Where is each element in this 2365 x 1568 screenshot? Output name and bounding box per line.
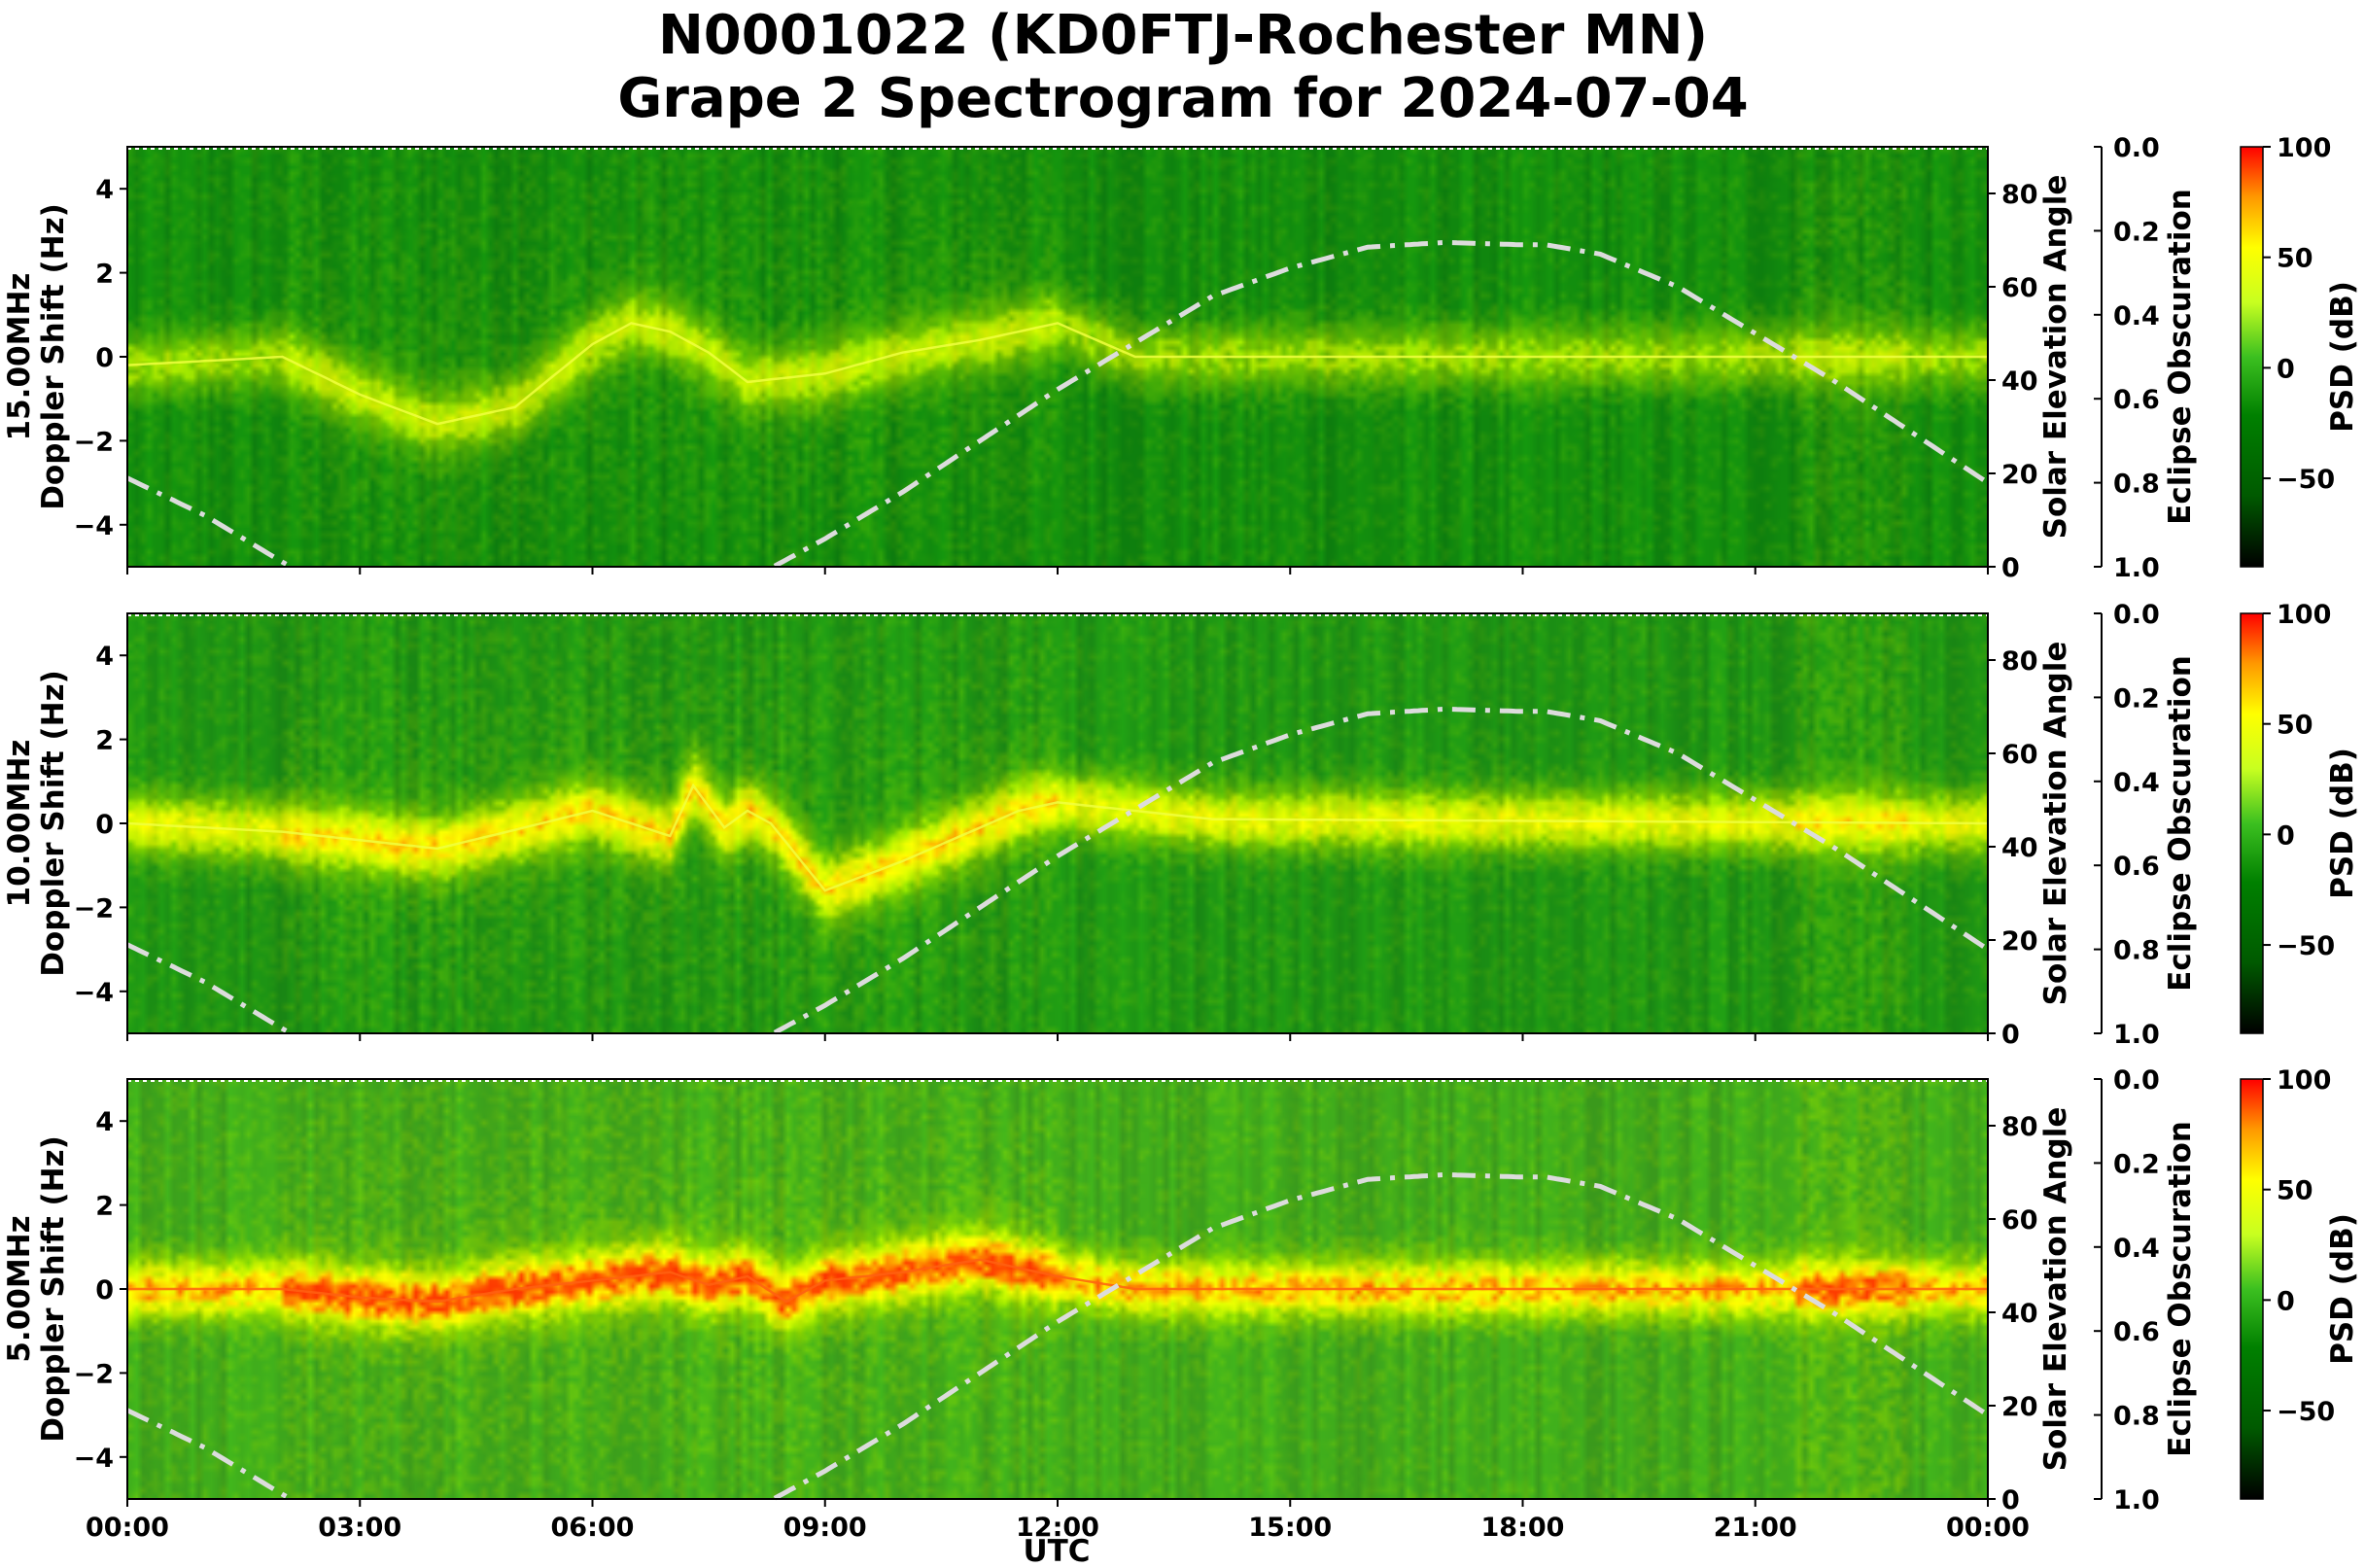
eclipse-tick-label: 0.0: [2113, 133, 2160, 163]
y-axis-label-freq-1: 10.00MHz: [2, 740, 37, 908]
eclipse-tick-label: 0.4: [2113, 301, 2160, 331]
solar-axis-label-0: Solar Elevation Angle: [2038, 175, 2073, 540]
signal-trace-1: [126, 783, 1988, 892]
solar-tick-label: 60: [2001, 740, 2038, 770]
colorbar-tick-label: 0: [2277, 1286, 2295, 1316]
colorbar-tick-label: 50: [2277, 1176, 2313, 1206]
colorbar-1: [2240, 612, 2264, 1034]
eclipse-tick-label: 0.6: [2113, 1317, 2160, 1347]
y-tick-label: −2: [74, 427, 114, 457]
x-axis-label: UTC: [1023, 1534, 1090, 1568]
signal-trace-2: [127, 1258, 1988, 1304]
solar-tick-label: 0: [2001, 553, 2020, 583]
x-tick-label: 21:00: [1714, 1513, 1797, 1543]
x-tick-label: 00:00: [1946, 1513, 2030, 1543]
y-tick-label: −4: [74, 978, 114, 1008]
colorbar-tick-label: 100: [2277, 1065, 2331, 1096]
colorbar-label-1: PSD (dB): [2325, 748, 2360, 899]
colorbar-tick-label: 100: [2277, 133, 2331, 163]
x-tick-label: 03:00: [318, 1513, 401, 1543]
y-tick-label: −4: [74, 511, 114, 541]
eclipse-tick-label: 0.0: [2113, 1065, 2160, 1096]
x-tick-label: 06:00: [551, 1513, 635, 1543]
eclipse-tick-label: 0.2: [2113, 217, 2160, 247]
x-tick-label: 18:00: [1481, 1513, 1565, 1543]
solar-tick-label: 60: [2001, 273, 2038, 303]
y-tick-label: 2: [95, 726, 114, 756]
colorbar-tick-label: 50: [2277, 711, 2313, 741]
solar-tick-label: 40: [2001, 833, 2038, 863]
y-tick-label: 4: [95, 175, 114, 205]
y-tick-label: 2: [95, 260, 114, 290]
solar-tick-label: 0: [2001, 1020, 2020, 1050]
solar-tick-label: 40: [2001, 366, 2038, 397]
chart-title-line2: Grape 2 Spectrogram for 2024-07-04: [617, 67, 1748, 130]
solar-tick-label: 20: [2001, 460, 2038, 490]
eclipse-tick-label: 0.2: [2113, 1149, 2160, 1179]
solar-tick-label: 20: [2001, 926, 2038, 957]
y-tick-label: 0: [95, 1275, 114, 1306]
solar-tick-label: 20: [2001, 1392, 2038, 1422]
eclipse-axis-label-0: Eclipse Obscuration: [2163, 189, 2198, 525]
eclipse-tick-label: 1.0: [2113, 1020, 2160, 1050]
y-tick-label: −4: [74, 1444, 114, 1474]
eclipse-tick-label: 1.0: [2113, 553, 2160, 583]
x-tick-label: 00:00: [86, 1513, 169, 1543]
y-tick-label: 4: [95, 1107, 114, 1137]
eclipse-tick-label: 0.2: [2113, 683, 2160, 714]
colorbar-tick-label: 0: [2277, 354, 2295, 384]
y-tick-label: 4: [95, 642, 114, 672]
eclipse-axis-label-1: Eclipse Obscuration: [2163, 655, 2198, 992]
y-axis-label-freq-2: 5.00MHz: [2, 1215, 37, 1362]
solar-axis-label-2: Solar Elevation Angle: [2038, 1107, 2073, 1472]
solar-tick-label: 80: [2001, 180, 2038, 210]
colorbar-0: [2240, 146, 2264, 568]
solar-tick-label: 80: [2001, 646, 2038, 677]
x-tick-label: 09:00: [783, 1513, 867, 1543]
solar-tick-label: 0: [2001, 1485, 2020, 1516]
solar-elevation-curve-0: [125, 239, 1990, 569]
y-tick-label: −2: [74, 893, 114, 923]
y-tick-label: 2: [95, 1192, 114, 1222]
y-tick-label: −2: [74, 1359, 114, 1389]
y-axis-label-freq-0: 15.00MHz: [2, 273, 37, 441]
x-tick-label: 15:00: [1248, 1513, 1332, 1543]
solar-tick-label: 60: [2001, 1205, 2038, 1236]
eclipse-tick-label: 0.4: [2113, 1234, 2160, 1264]
colorbar-label-0: PSD (dB): [2325, 281, 2360, 433]
colorbar-2: [2240, 1078, 2264, 1500]
solar-tick-label: 80: [2001, 1112, 2038, 1142]
eclipse-axis-label-2: Eclipse Obscuration: [2163, 1121, 2198, 1457]
colorbar-tick-label: 0: [2277, 820, 2295, 851]
eclipse-tick-label: 0.4: [2113, 768, 2160, 798]
colorbar-tick-label: −50: [2277, 931, 2335, 961]
eclipse-tick-label: 0.8: [2113, 1402, 2160, 1432]
colorbar-tick-label: 100: [2277, 600, 2331, 630]
solar-axis-label-1: Solar Elevation Angle: [2038, 642, 2073, 1006]
x-tick-label: 12:00: [1016, 1513, 1099, 1543]
solar-tick-label: 40: [2001, 1299, 2038, 1329]
colorbar-tick-label: −50: [2277, 465, 2335, 495]
eclipse-tick-label: 0.8: [2113, 936, 2160, 966]
eclipse-tick-label: 0.6: [2113, 385, 2160, 415]
colorbar-tick-label: 50: [2277, 244, 2313, 274]
eclipse-tick-label: 0.6: [2113, 852, 2160, 882]
colorbar-label-2: PSD (dB): [2325, 1213, 2360, 1365]
eclipse-tick-label: 1.0: [2113, 1485, 2160, 1516]
colorbar-tick-label: −50: [2277, 1397, 2335, 1427]
y-axis-label-doppler-2: Doppler Shift (Hz): [36, 1135, 71, 1443]
y-tick-label: 0: [95, 343, 114, 373]
y-axis-label-doppler-1: Doppler Shift (Hz): [36, 670, 71, 977]
y-tick-label: 0: [95, 810, 114, 840]
spectrogram-image-1: [127, 613, 1988, 1033]
eclipse-tick-label: 0.0: [2113, 600, 2160, 630]
y-axis-label-doppler-0: Doppler Shift (Hz): [36, 203, 71, 510]
solar-elevation-curve-2: [125, 1171, 1990, 1501]
solar-elevation-curve-1: [125, 706, 1990, 1035]
eclipse-tick-label: 0.8: [2113, 470, 2160, 500]
chart-title-line1: N0001022 (KD0FTJ-Rochester MN): [658, 4, 1708, 67]
signal-trace-0: [126, 322, 1988, 426]
